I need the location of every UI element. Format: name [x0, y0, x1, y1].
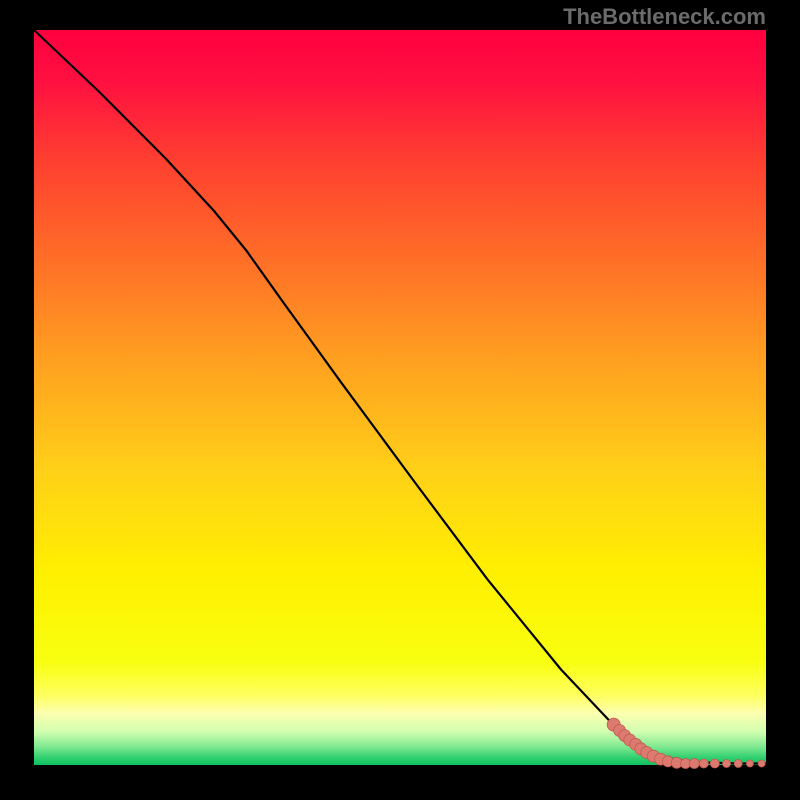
watermark-text: TheBottleneck.com: [563, 4, 766, 30]
bottleneck-curve: [34, 30, 766, 764]
chart-overlay-svg: [0, 0, 800, 800]
data-marker: [746, 760, 753, 767]
data-marker: [710, 759, 719, 768]
data-markers: [607, 718, 765, 768]
data-marker: [734, 760, 742, 768]
chart-container: TheBottleneck.com: [0, 0, 800, 800]
data-marker: [758, 760, 765, 767]
data-marker: [699, 759, 708, 768]
data-marker: [723, 760, 731, 768]
data-marker: [689, 759, 699, 769]
